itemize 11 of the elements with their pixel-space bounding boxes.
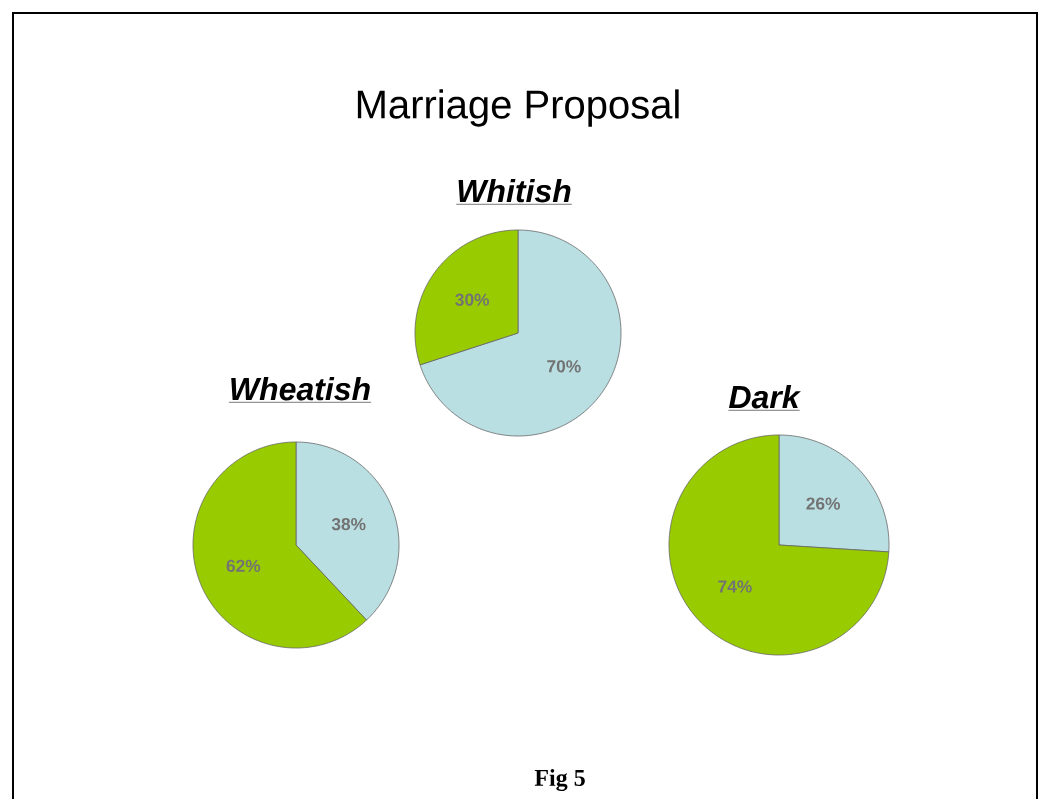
data-label: 62%	[226, 559, 261, 572]
data-label: 26%	[806, 497, 840, 510]
caption: Fig 5	[534, 769, 585, 791]
chart-title: Wheatish	[231, 376, 370, 401]
data-label: 38%	[331, 518, 366, 531]
chart-title: Whitish	[458, 178, 571, 203]
data-label: 70%	[547, 360, 581, 373]
text: Marriage Proposal	[357, 89, 679, 127]
data-label: 30%	[455, 293, 490, 306]
data-label: 74%	[718, 580, 752, 593]
chart-title: Dark	[729, 384, 801, 409]
